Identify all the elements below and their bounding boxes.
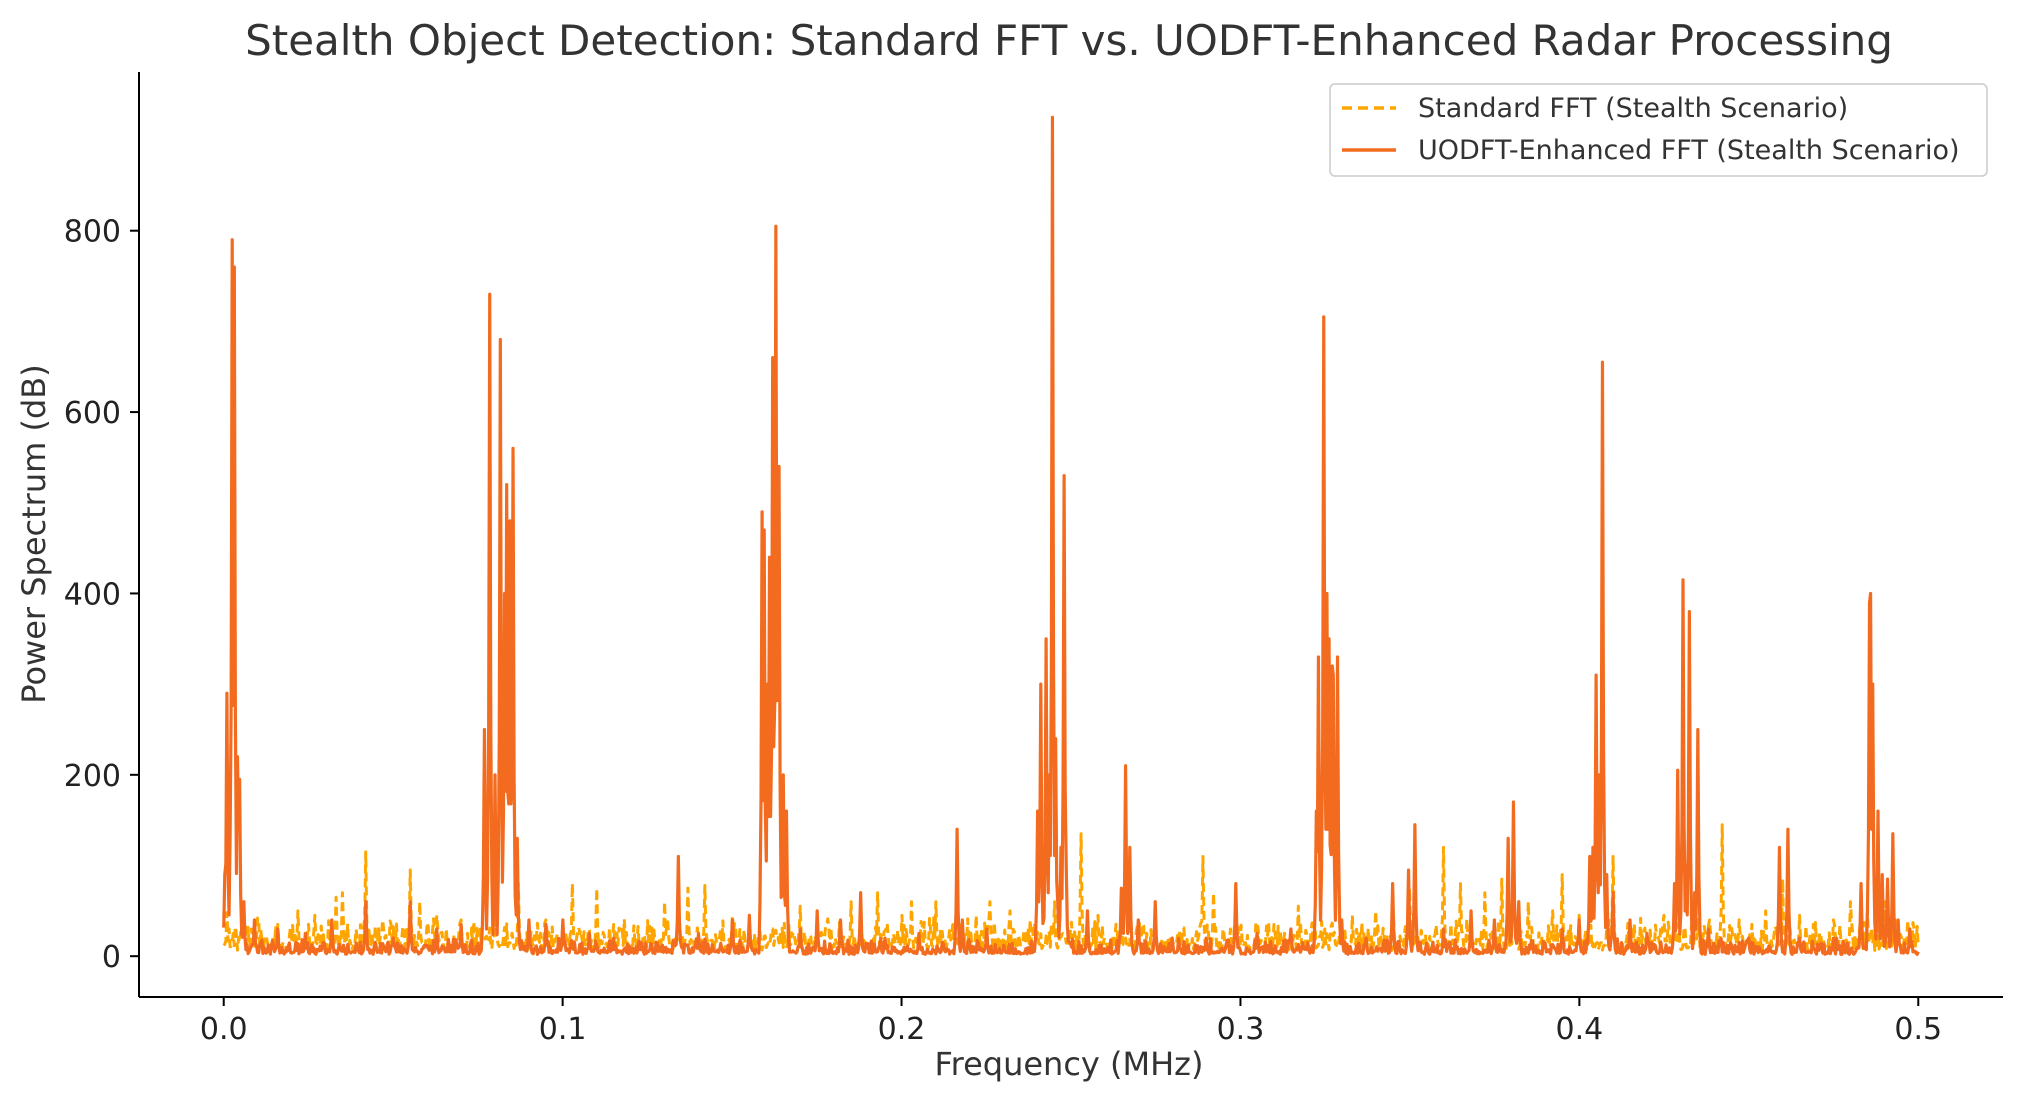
legend: Standard FFT (Stealth Scenario) UODFT-En… bbox=[1329, 83, 1988, 177]
y-tick-label: 200 bbox=[64, 759, 121, 794]
series-line-uodft-fft bbox=[222, 115, 1920, 956]
x-ticks: 0.0 0.1 0.2 0.3 0.4 0.5 bbox=[200, 997, 1942, 1047]
legend-label-uodft-fft: UODFT-Enhanced FFT (Stealth Scenario) bbox=[1418, 135, 1960, 166]
x-tick-label: 0.5 bbox=[1894, 1012, 1942, 1047]
x-tick-label: 0.1 bbox=[539, 1012, 587, 1047]
y-tick-label: 400 bbox=[64, 577, 121, 612]
legend-box bbox=[1329, 83, 1988, 177]
chart-title: Stealth Object Detection: Standard FFT v… bbox=[245, 16, 1893, 65]
x-tick-label: 0.2 bbox=[878, 1012, 926, 1047]
legend-label-standard-fft: Standard FFT (Stealth Scenario) bbox=[1418, 93, 1848, 124]
y-tick-label: 800 bbox=[64, 215, 121, 250]
x-tick-label: 0.0 bbox=[200, 1012, 248, 1047]
plot-area: 0.0 0.1 0.2 0.3 0.4 0.5 0 200 400 600 800 bbox=[64, 72, 2003, 1047]
x-axis-label: Frequency (MHz) bbox=[935, 1045, 1204, 1083]
x-tick-label: 0.3 bbox=[1217, 1012, 1265, 1047]
y-ticks: 0 200 400 600 800 bbox=[64, 215, 139, 975]
y-axis-label: Power Spectrum (dB) bbox=[15, 364, 53, 703]
y-tick-label: 0 bbox=[102, 940, 121, 975]
x-tick-label: 0.4 bbox=[1556, 1012, 1604, 1047]
series-layer bbox=[222, 115, 1920, 956]
y-tick-label: 600 bbox=[64, 396, 121, 431]
